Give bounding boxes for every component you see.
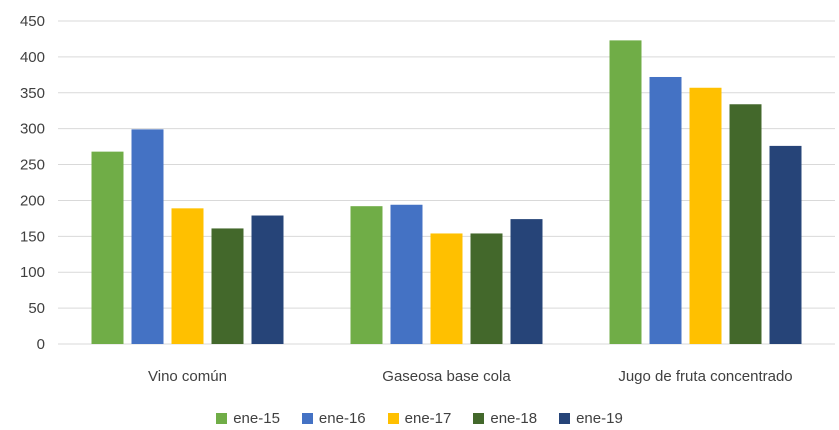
bar-ene-19-3 — [769, 145, 802, 344]
legend-swatch — [216, 413, 228, 424]
bars — [91, 40, 802, 345]
x-axis-labels: Vino común Gaseosa base cola Jugo de fruta… — [148, 368, 793, 385]
legend-label: ene-17 — [404, 410, 452, 427]
legend-item: ene-18 — [473, 410, 537, 427]
y-tick-label: 200 — [20, 192, 45, 209]
bar-ene-19-1 — [251, 215, 284, 344]
y-axis-ticks: 0 50 100 150 200 250 300 350 400 450 — [20, 13, 45, 353]
y-tick-label: 350 — [20, 85, 45, 102]
legend-label: ene-15 — [233, 410, 280, 427]
bar-ene-15-1 — [91, 151, 124, 344]
y-tick-label: 150 — [20, 228, 45, 245]
x-category-label: Vino común — [148, 368, 227, 385]
legend-swatch — [387, 413, 399, 424]
legend-swatch — [301, 413, 313, 424]
bar-ene-18-3 — [729, 104, 762, 344]
bar-ene-15-2 — [350, 206, 383, 344]
y-tick-label: 50 — [28, 300, 45, 317]
bar-chart-plot: 0 50 100 150 200 250 300 350 400 450 Vino común Ga… — [20, 13, 835, 385]
legend-swatch — [559, 413, 571, 424]
bar-ene-15-3 — [609, 40, 642, 344]
bar-ene-18-2 — [470, 233, 503, 344]
legend: ene-15 ene-16 ene-17 ene-18 ene-19 — [0, 410, 839, 427]
x-category-label: Jugo de fruta concentrado — [618, 368, 792, 385]
legend-item: ene-15 — [216, 410, 280, 427]
bar-ene-17-3 — [689, 87, 722, 345]
x-category-label: Gaseosa base cola — [382, 368, 511, 385]
bar-ene-19-2 — [510, 219, 543, 344]
legend-label: ene-16 — [318, 410, 366, 427]
legend-item: ene-19 — [559, 410, 623, 427]
bar-ene-17-1 — [171, 208, 204, 344]
bar-ene-16-1 — [131, 129, 164, 344]
legend-swatch — [473, 413, 485, 424]
legend-label: ene-18 — [490, 410, 538, 427]
y-tick-label: 300 — [20, 121, 45, 138]
y-tick-label: 100 — [20, 264, 45, 281]
y-tick-label: 400 — [20, 49, 45, 66]
legend-item: ene-16 — [301, 410, 366, 427]
y-tick-label: 250 — [20, 157, 45, 174]
y-tick-label: 450 — [20, 13, 45, 30]
legend-item: ene-17 — [387, 410, 452, 427]
legend-label: ene-19 — [576, 410, 623, 427]
bar-ene-17-2 — [430, 233, 463, 344]
bar-ene-16-3 — [649, 76, 682, 344]
bar-ene-16-2 — [390, 204, 423, 344]
bar-ene-18-1 — [211, 228, 244, 344]
y-tick-label: 0 — [37, 336, 45, 353]
